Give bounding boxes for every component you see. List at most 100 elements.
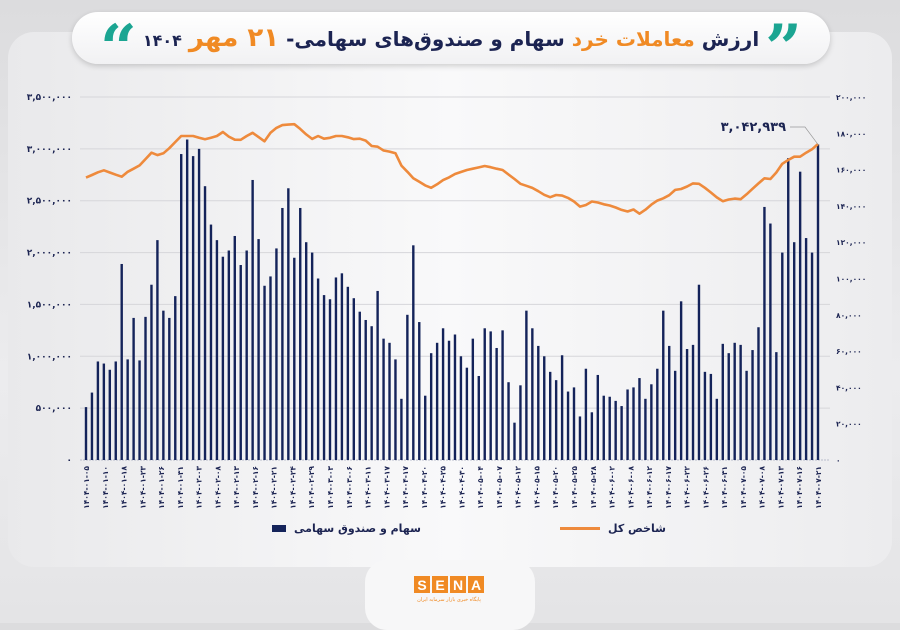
bar xyxy=(620,406,623,460)
x-tick-label: ۱۴۰۴-۰۱-۱۰ xyxy=(101,466,110,509)
title-part2: سهام و صندوق‌های سهامی- xyxy=(286,27,565,51)
bar xyxy=(697,284,701,460)
x-tick-label: ۱۴۰۴-۰۴-۳۰ xyxy=(457,466,466,509)
left-tick-label: ۱,۰۰۰,۰۰۰ xyxy=(27,352,72,362)
bar xyxy=(447,340,451,460)
bar xyxy=(352,298,356,460)
bar xyxy=(406,314,409,460)
bar xyxy=(751,350,754,460)
x-tick-label: ۱۴۰۴-۰۳-۱۱ xyxy=(364,466,373,509)
x-tick-label: ۱۴۰۴-۰۷-۲۱ xyxy=(814,466,823,509)
bar xyxy=(727,353,730,460)
bar xyxy=(513,422,516,460)
bar xyxy=(685,349,689,460)
bar xyxy=(816,144,820,460)
bar xyxy=(120,263,123,460)
bar xyxy=(209,224,213,460)
bar xyxy=(525,310,528,460)
bar xyxy=(263,285,266,460)
bar xyxy=(168,317,171,460)
left-tick-label: ۲,۰۰۰,۰۰۰ xyxy=(27,249,72,259)
x-tick-label: ۱۴۰۴-۰۴-۲۰ xyxy=(420,466,429,509)
x-tick-label: ۱۴۰۴-۰۲-۱۶ xyxy=(251,466,260,509)
bar xyxy=(596,374,600,460)
bar xyxy=(679,301,683,460)
left-tick-label: ۰ xyxy=(67,456,73,466)
bar xyxy=(757,327,760,460)
x-tick-label: ۱۴۰۴-۰۵-۲۵ xyxy=(570,466,579,509)
annotation: ۳,۰۴۲,۹۳۹ xyxy=(721,120,819,145)
bar xyxy=(418,322,421,460)
x-axis-ticks: ۱۴۰۴-۰۱-۰۵ ۱۴۰۴-۰۱-۱۰ ۱۴۰۴-۰۱-۱۸ ۱۴۰۴-۰۱-۲۳… xyxy=(82,466,823,509)
bar xyxy=(566,391,570,460)
quote-open-icon: “ xyxy=(100,11,137,86)
logo-letter: A xyxy=(468,576,484,593)
chart-card xyxy=(8,32,892,567)
bar xyxy=(543,356,546,460)
left-tick-label: ۲,۵۰۰,۰۰۰ xyxy=(27,197,72,207)
bar xyxy=(495,347,498,460)
bar xyxy=(608,396,611,460)
bar xyxy=(775,352,778,460)
bar xyxy=(810,252,814,460)
bar xyxy=(370,326,373,460)
bar xyxy=(412,245,415,460)
x-tick-label: ۱۴۰۴-۰۶-۰۸ xyxy=(626,466,635,509)
bar xyxy=(787,158,790,461)
bar xyxy=(578,416,582,460)
bar xyxy=(804,238,808,460)
title-date: ۲۱ مهر xyxy=(188,23,280,53)
bar xyxy=(185,139,189,460)
logo-letter: N xyxy=(450,576,466,593)
left-tick-label: ۳,۰۰۰,۰۰۰ xyxy=(27,145,72,155)
bar xyxy=(293,257,296,460)
bar xyxy=(316,278,320,460)
bar xyxy=(644,398,647,460)
line-series xyxy=(85,122,819,215)
bar xyxy=(180,154,183,461)
x-tick-label: ۱۴۰۴-۰۶-۱۷ xyxy=(664,466,673,509)
x-tick-label: ۱۴۰۴-۰۵-۰۷ xyxy=(495,466,504,509)
bar xyxy=(191,156,195,461)
bar xyxy=(429,353,433,460)
right-tick-label: ۱۶۰,۰۰۰ xyxy=(836,166,866,175)
quote-close-icon: ” xyxy=(765,11,802,86)
right-axis-ticks: ۰ ۲۰,۰۰۰ ۴۰,۰۰۰ ۶۰,۰۰۰ ۸۰,۰۰۰ ۱۰۰,۰۰۰ ۱۲۰,۰۰۰ ۱… xyxy=(836,93,866,465)
bar xyxy=(584,368,588,460)
bar xyxy=(215,240,219,460)
bar xyxy=(257,239,260,460)
x-tick-label: ۱۴۰۴-۰۵-۱۵ xyxy=(532,466,541,509)
x-tick-label: ۱۴۰۴-۰۷-۰۵ xyxy=(739,466,748,509)
bar xyxy=(763,206,766,460)
x-tick-label: ۱۴۰۴-۰۳-۰۳ xyxy=(326,466,335,509)
logo-letter: S xyxy=(414,576,430,593)
bar xyxy=(691,344,695,460)
bar xyxy=(96,361,100,460)
x-tick-label: ۱۴۰۴-۰۴-۱۷ xyxy=(401,466,410,509)
right-tick-label: ۱۸۰,۰۰۰ xyxy=(836,129,866,138)
bar xyxy=(376,290,379,460)
bar xyxy=(554,380,558,460)
logo-letter: E xyxy=(432,576,448,593)
bar xyxy=(138,360,141,460)
bar xyxy=(322,295,326,460)
x-tick-label: ۱۴۰۴-۰۶-۱۲ xyxy=(645,466,654,509)
bar xyxy=(132,317,135,460)
title-year: ۱۴۰۴ xyxy=(142,31,182,50)
x-tick-label: ۱۴۰۴-۰۱-۲۳ xyxy=(138,466,147,509)
bar xyxy=(102,363,106,460)
sena-logo: S E N A xyxy=(414,576,484,593)
legend-bars: سهام و صندوق سهامی xyxy=(272,522,421,535)
right-tick-label: ۱۴۰,۰۰۰ xyxy=(836,202,866,211)
x-tick-label: ۱۴۰۴-۰۲-۰۸ xyxy=(213,466,222,509)
bar xyxy=(424,395,427,460)
bar xyxy=(251,179,254,460)
bar xyxy=(382,338,385,460)
bar xyxy=(126,359,129,460)
bar xyxy=(453,334,457,460)
title-part1: ارزش xyxy=(701,27,760,51)
bar xyxy=(227,250,231,460)
x-tick-label: ۱۴۰۴-۰۲-۰۳ xyxy=(195,466,204,509)
bar xyxy=(548,371,552,460)
